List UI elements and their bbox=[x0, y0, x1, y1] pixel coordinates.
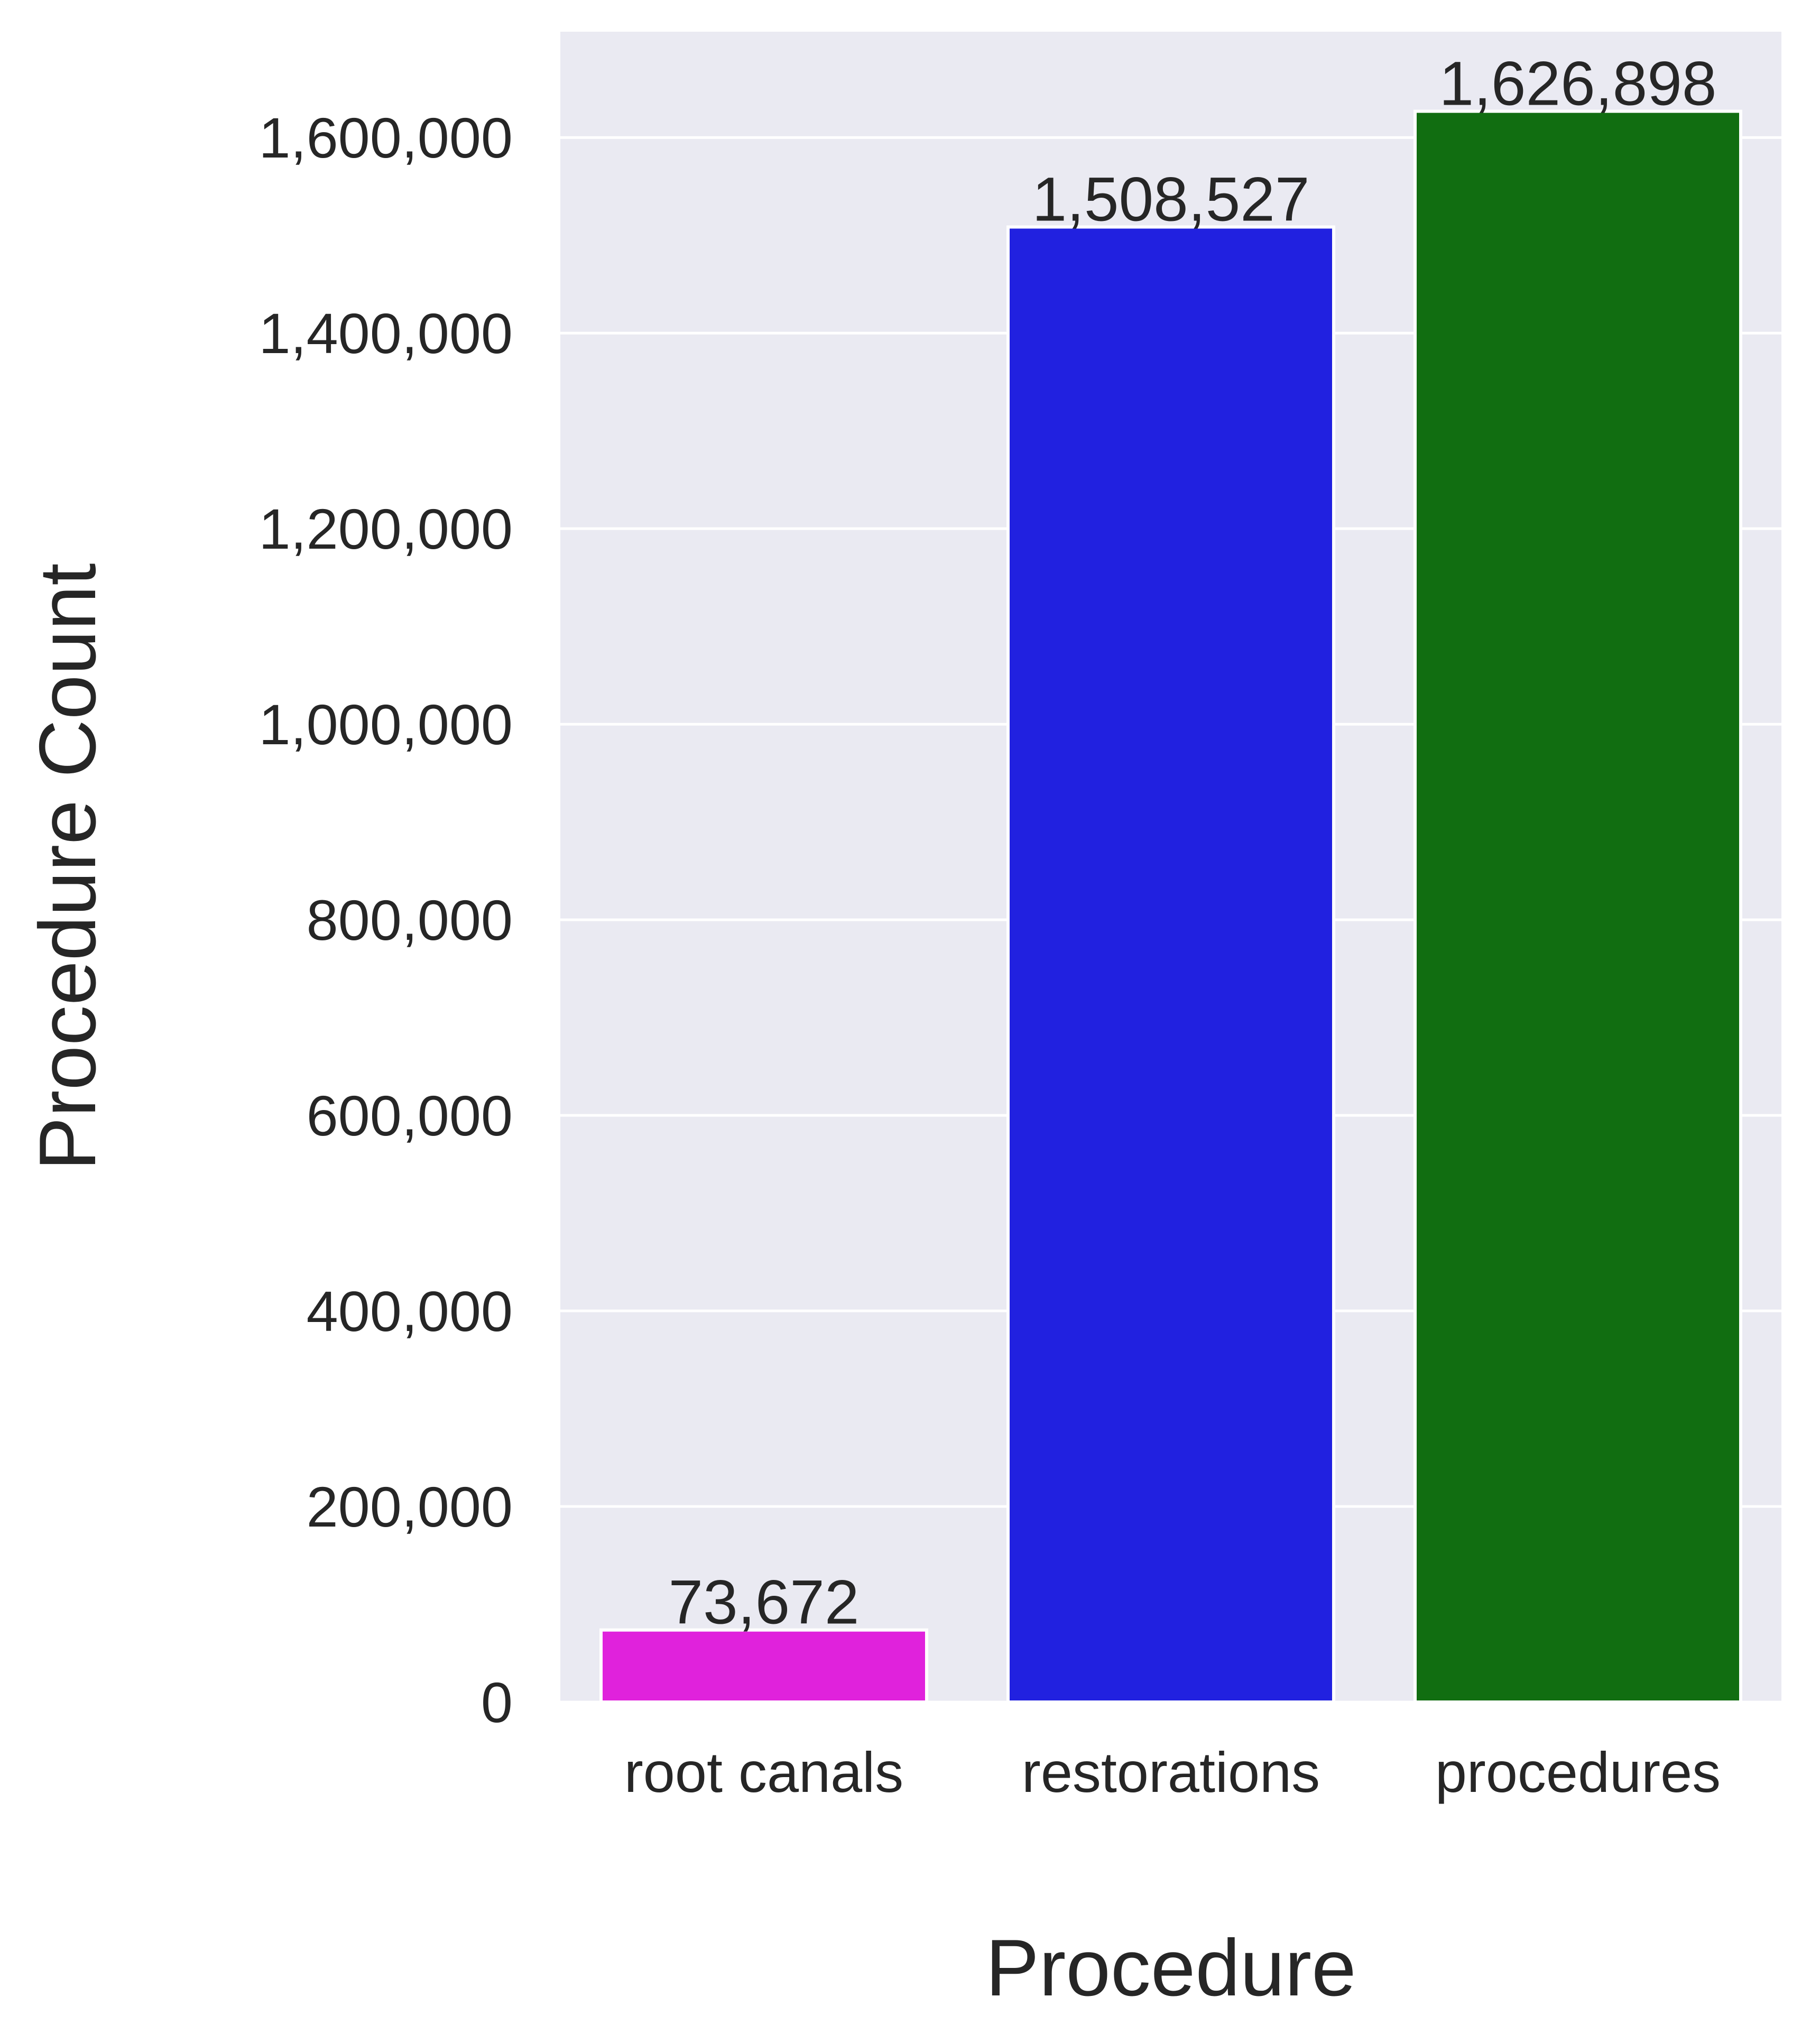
x-tick-label: restorations bbox=[1022, 1740, 1320, 1804]
bar-value-labels: 73,672 1,508,527 1,626,898 bbox=[669, 49, 1717, 1637]
x-tick-labels: root canals restorations procedures bbox=[624, 1740, 1721, 1804]
y-tick-label: 400,000 bbox=[307, 1279, 513, 1343]
bar-value-label: 73,672 bbox=[669, 1568, 860, 1638]
bar bbox=[599, 1628, 928, 1704]
x-tick-label: procedures bbox=[1435, 1740, 1721, 1804]
y-tick-label: 1,000,000 bbox=[259, 692, 513, 756]
bar-value-label: 1,626,898 bbox=[1439, 49, 1717, 118]
bars bbox=[599, 109, 1742, 1704]
x-axis-title: Procedure bbox=[985, 1923, 1356, 2013]
y-tick-label: 0 bbox=[481, 1670, 513, 1734]
y-tick-label: 800,000 bbox=[307, 888, 513, 952]
y-tick-label: 1,600,000 bbox=[259, 106, 513, 170]
y-tick-labels: 0 200,000 400,000 600,000 800,000 1,000,000 1,… bbox=[259, 106, 513, 1734]
bar-value-label: 1,508,527 bbox=[1032, 164, 1310, 234]
x-tick-label: root canals bbox=[624, 1740, 903, 1804]
y-tick-label: 200,000 bbox=[307, 1475, 513, 1539]
y-tick-label: 1,200,000 bbox=[259, 497, 513, 561]
y-axis-title: Procedure Count bbox=[23, 563, 113, 1170]
bar bbox=[1006, 225, 1335, 1704]
bar bbox=[1413, 109, 1742, 1704]
y-tick-label: 600,000 bbox=[307, 1084, 513, 1148]
y-tick-label: 1,400,000 bbox=[259, 301, 513, 365]
